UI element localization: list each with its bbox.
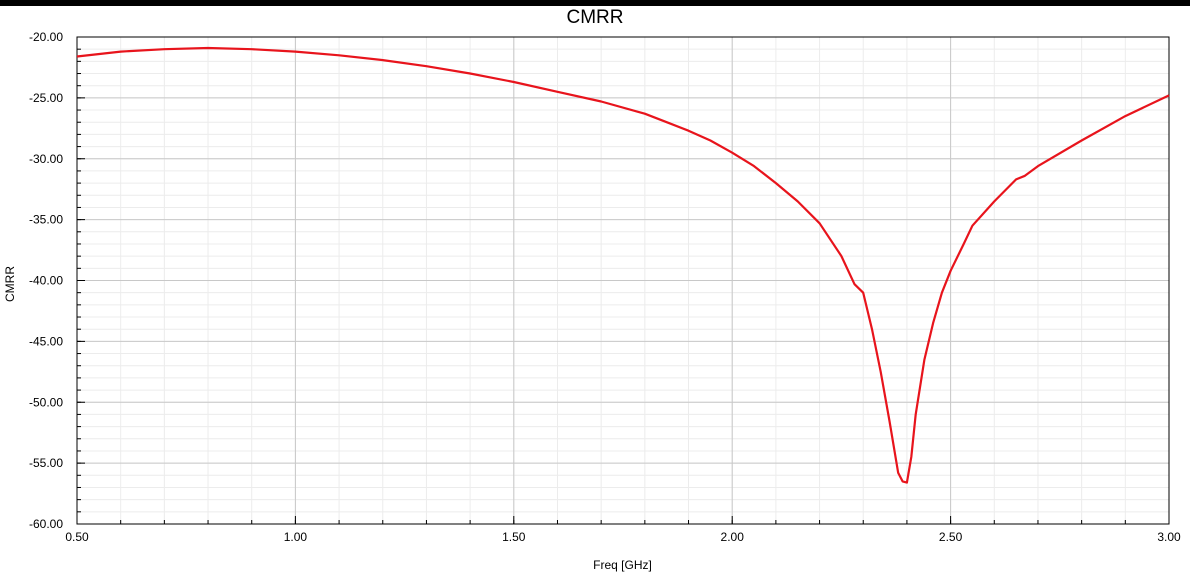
y-tick-label: -25.00 (29, 91, 63, 105)
y-tick-label: -50.00 (29, 395, 63, 409)
x-tick-label: 2.00 (721, 530, 745, 544)
y-tick-labels: -20.00 -25.00 -30.00 -35.00 -40.00 -45.00 -50.… (29, 30, 63, 531)
x-tick-labels: 0.50 1.00 1.50 2.00 2.50 3.00 (65, 530, 1181, 544)
x-tick-label: 3.00 (1157, 530, 1181, 544)
x-tick-label: 0.50 (65, 530, 89, 544)
series-line (76, 46, 1170, 484)
y-tick-label: -20.00 (29, 30, 63, 44)
y-tick-label: -45.00 (29, 334, 63, 348)
x-axis-label: Freq [GHz] (593, 558, 652, 572)
chart-title: CMRR (566, 7, 624, 28)
x-tick-label: 1.00 (284, 530, 308, 544)
y-tick-label: -30.00 (29, 152, 63, 166)
series-group (76, 46, 1170, 484)
y-tick-label: -55.00 (29, 456, 63, 470)
x-tick-label: 1.50 (502, 530, 526, 544)
x-tick-label: 2.50 (939, 530, 963, 544)
axis-ticks (76, 36, 1170, 525)
y-tick-label: -35.00 (29, 213, 63, 227)
top-border (0, 0, 1190, 6)
y-tick-label: -60.00 (29, 517, 63, 531)
y-tick-label: -40.00 (29, 274, 63, 288)
